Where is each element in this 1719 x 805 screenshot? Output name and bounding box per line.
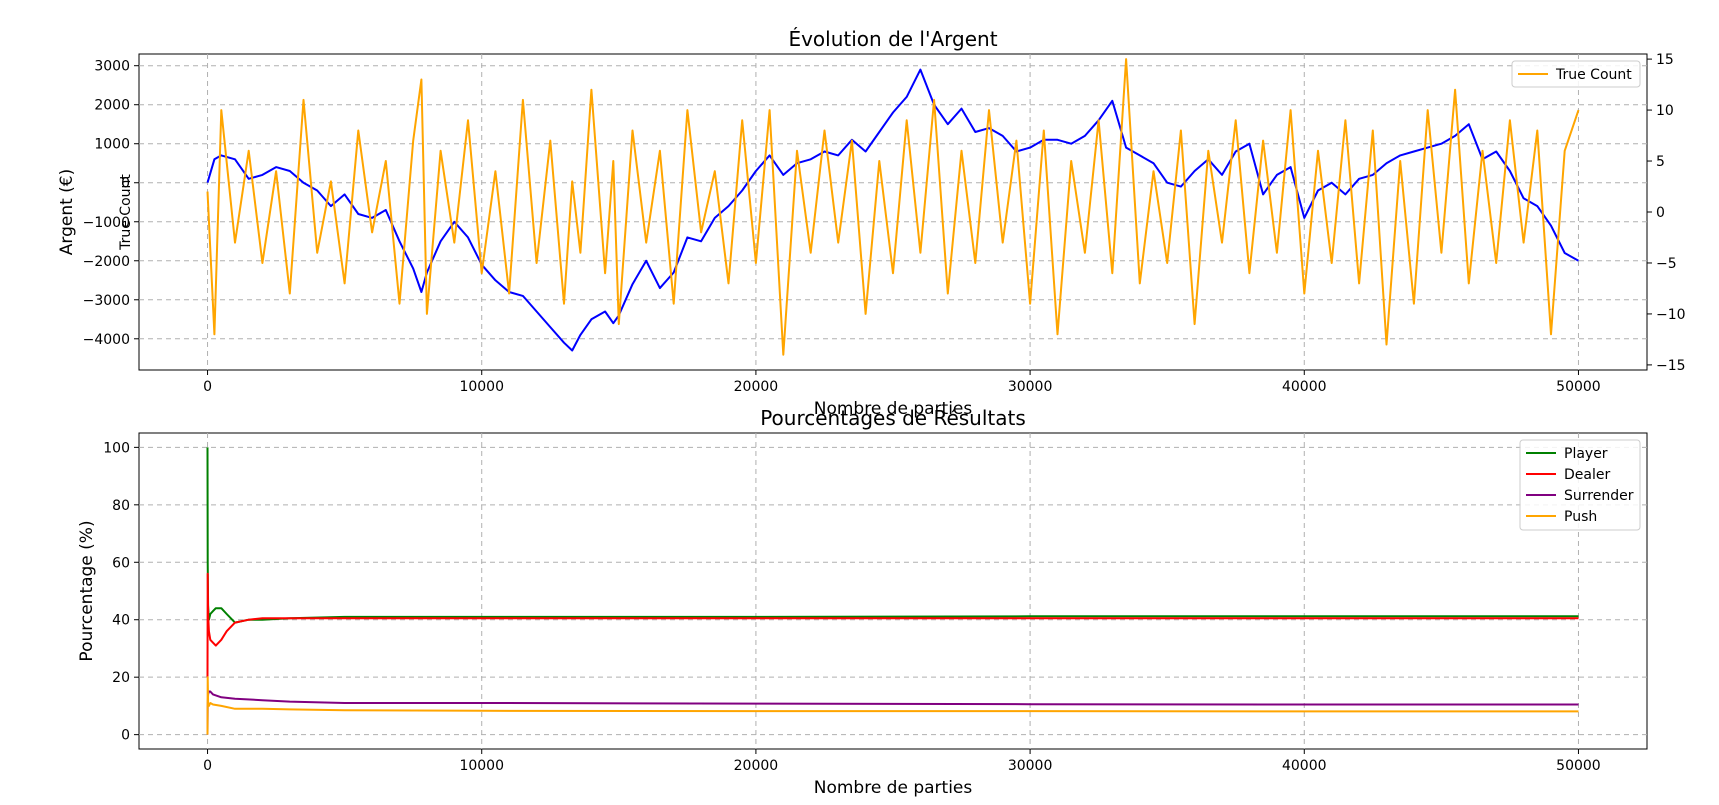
legend-label-push: Push [1564, 509, 1597, 525]
money-legend: True Count [1511, 60, 1641, 88]
money-x-label: Nombre de parties [814, 399, 973, 419]
results-x-label: Nombre de parties [814, 778, 973, 798]
series-line-surrender [206, 690, 1579, 735]
series-line-player [206, 447, 1579, 624]
results-legend-box [1519, 439, 1641, 531]
money-chart-title: Évolution de l'Argent [788, 27, 997, 51]
money-series [206, 58, 1580, 356]
series-line-push [206, 676, 1579, 735]
y-tick-label: 60 [112, 555, 130, 571]
x-tick-label: 0 [203, 379, 212, 395]
legend-label-player: Player [1564, 446, 1608, 462]
y-tick-label: 40 [112, 613, 130, 629]
x-tick-label: 20000 [734, 758, 779, 774]
legend-label-true-count: True Count [1555, 67, 1632, 83]
money-y-ticks: −4000 −3000 −2000 −1000 0 1000 2000 3000 [83, 59, 139, 348]
y2-tick-label: −5 [1656, 256, 1677, 272]
series-line-dealer [206, 572, 1579, 678]
y2-tick-label: 0 [1656, 205, 1665, 221]
y-tick-label: 20 [112, 670, 130, 686]
results-legend: Player Dealer Surrender Push [1519, 439, 1641, 531]
x-tick-label: 40000 [1282, 758, 1327, 774]
x-tick-label: 50000 [1556, 379, 1601, 395]
x-tick-label: 30000 [1008, 379, 1053, 395]
y-tick-label: −1000 [83, 215, 130, 231]
y2-tick-label: −10 [1656, 307, 1686, 323]
x-tick-label: 10000 [459, 379, 504, 395]
money-y2-label: True Count [118, 174, 134, 251]
x-tick-label: 0 [203, 758, 212, 774]
x-tick-label: 40000 [1282, 379, 1327, 395]
legend-label-surrender: Surrender [1564, 488, 1634, 504]
money-legend-box [1511, 60, 1641, 88]
x-tick-label: 10000 [459, 758, 504, 774]
series-line-true-count [206, 58, 1580, 356]
y-tick-label: 3000 [94, 59, 130, 75]
money-x-ticks: 0 10000 20000 30000 40000 50000 [203, 370, 1601, 395]
y2-tick-label: 5 [1656, 154, 1665, 170]
y2-tick-label: −15 [1656, 358, 1686, 374]
y-tick-label: 80 [112, 498, 130, 514]
y-tick-label: 2000 [94, 98, 130, 114]
series-line-argent [206, 68, 1579, 352]
money-chart: 0 10000 20000 30000 40000 50000 −4000−3000−20… [57, 27, 1686, 419]
results-y-ticks: 0 20 40 60 80 100 [103, 440, 139, 744]
y-tick-label: −4000 [83, 332, 130, 348]
y2-tick-label: 10 [1656, 103, 1674, 119]
x-tick-label: 50000 [1556, 758, 1601, 774]
y-tick-label: 0 [121, 176, 130, 192]
results-y-label: Pourcentage (%) [77, 520, 97, 661]
money-y-label: Argent (€) [57, 169, 77, 256]
results-x-ticks: 0 10000 20000 30000 40000 50000 [203, 749, 1601, 774]
money-y2-ticks: −15 −10 −5 0 5 10 15 [1647, 52, 1686, 374]
x-tick-label: 20000 [734, 379, 779, 395]
results-chart-title: Pourcentages de Résultats [760, 406, 1026, 430]
y-tick-label: 0 [121, 728, 130, 744]
results-plot-area [138, 432, 1648, 750]
y-tick-label: 1000 [94, 137, 130, 153]
x-tick-label: 30000 [1008, 758, 1053, 774]
y-tick-label: −3000 [83, 293, 130, 309]
legend-label-dealer: Dealer [1564, 467, 1610, 483]
results-series [206, 447, 1579, 735]
results-chart: 0 10000 20000 30000 40000 50000 020406080100 … [77, 406, 1648, 798]
y-tick-label: −2000 [83, 254, 130, 270]
results-grid [139, 433, 1647, 749]
y2-tick-label: 15 [1656, 52, 1674, 68]
y-tick-label: 100 [103, 440, 130, 456]
money-grid [139, 54, 1647, 370]
